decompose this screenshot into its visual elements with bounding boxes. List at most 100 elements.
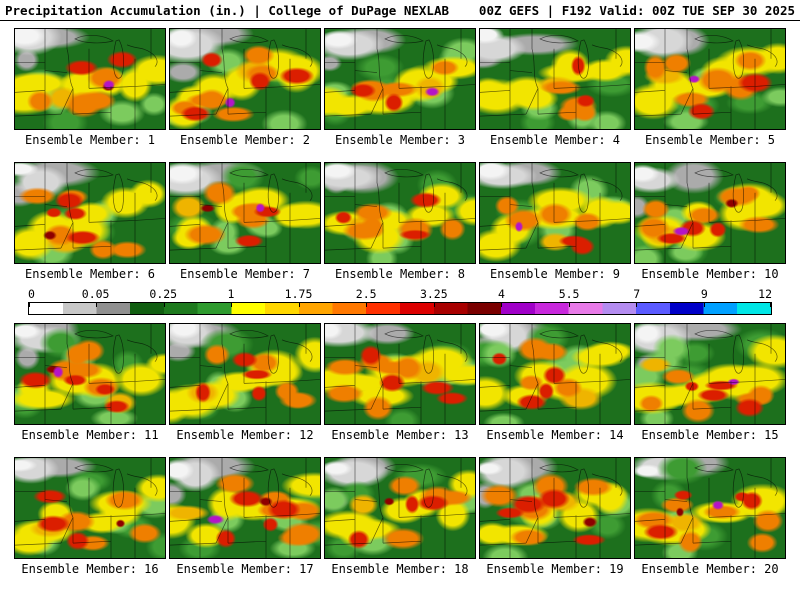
precip-map (634, 457, 786, 559)
state-outlines (635, 163, 785, 263)
colorbar-tick: 12 (758, 287, 772, 301)
colorbar-tick: 1 (227, 287, 235, 301)
precip-map (169, 457, 321, 559)
ensemble-label: Ensemble Member: 16 (21, 562, 159, 576)
state-outlines (15, 458, 165, 558)
colorbar-tick: 4 (497, 287, 505, 301)
ensemble-label: Ensemble Member: 19 (486, 562, 624, 576)
state-outlines (480, 29, 630, 129)
state-outlines (480, 458, 630, 558)
colorbar-gradient (28, 302, 772, 315)
ensemble-label: Ensemble Member: 11 (21, 428, 159, 442)
ensemble-label: Ensemble Member: 1 (24, 133, 156, 147)
ensemble-label: Ensemble Member: 8 (334, 267, 466, 281)
ensemble-panel: Ensemble Member: 18 (324, 457, 476, 576)
state-outlines (480, 324, 630, 424)
precip-map (634, 323, 786, 425)
ensemble-panel: Ensemble Member: 8 (324, 162, 476, 281)
colorbar-tick: 9 (700, 287, 708, 301)
ensemble-label: Ensemble Member: 9 (489, 267, 621, 281)
ensemble-panel: Ensemble Member: 10 (634, 162, 786, 281)
run-valid-time: 00Z GEFS | F192 Valid: 00Z TUE SEP 30 20… (478, 2, 795, 18)
state-outlines (15, 324, 165, 424)
ensemble-panel: Ensemble Member: 6 (14, 162, 166, 281)
colorbar-tickmark (298, 303, 300, 307)
colorbar-tickmark (568, 303, 570, 307)
colorbar-tickmark (29, 303, 30, 307)
colorbar-tick: 7 (633, 287, 641, 301)
ensemble-panel: Ensemble Member: 1 (14, 28, 166, 147)
state-outlines (480, 163, 630, 263)
ensemble-panel: Ensemble Member: 15 (634, 323, 786, 442)
ensemble-label: Ensemble Member: 6 (24, 267, 156, 281)
ensemble-panel: Ensemble Member: 3 (324, 28, 476, 147)
state-outlines (170, 458, 320, 558)
colorbar-tick: 3.25 (419, 287, 448, 301)
ensemble-label: Ensemble Member: 5 (644, 133, 776, 147)
state-outlines (170, 324, 320, 424)
precip-map (479, 323, 631, 425)
colorbar-tick: 0 (28, 287, 35, 301)
ensemble-label: Ensemble Member: 2 (179, 133, 311, 147)
precip-map (169, 323, 321, 425)
precip-map (14, 323, 166, 425)
ensemble-label: Ensemble Member: 7 (179, 267, 311, 281)
ensemble-row-3: Ensemble Member: 11 Ensemble Member: 12 En… (0, 323, 800, 442)
colorbar-tick: 2.5 (355, 287, 377, 301)
precip-map (634, 28, 786, 130)
ensemble-panel: Ensemble Member: 4 (479, 28, 631, 147)
ensemble-panel: Ensemble Member: 19 (479, 457, 631, 576)
ensemble-row-4: Ensemble Member: 16 Ensemble Member: 17 En… (0, 457, 800, 576)
state-outlines (15, 29, 165, 129)
precip-map (324, 457, 476, 559)
colorbar-tickmark (636, 303, 638, 307)
precip-map (14, 162, 166, 264)
precip-map (14, 28, 166, 130)
ensemble-panel: Ensemble Member: 17 (169, 457, 321, 576)
ensemble-label: Ensemble Member: 14 (486, 428, 624, 442)
precip-map (479, 457, 631, 559)
precip-map (479, 162, 631, 264)
precip-map (169, 162, 321, 264)
ensemble-row-2: Ensemble Member: 6 Ensemble Member: 7 Ense… (0, 162, 800, 281)
ensemble-label: Ensemble Member: 15 (641, 428, 779, 442)
state-outlines (325, 458, 475, 558)
state-outlines (325, 29, 475, 129)
colorbar-tickmark (501, 303, 503, 307)
ensemble-label: Ensemble Member: 4 (489, 133, 621, 147)
ensemble-panel: Ensemble Member: 2 (169, 28, 321, 147)
header-bar: Precipitation Accumulation (in.) | Colle… (0, 0, 800, 21)
ensemble-panel: Ensemble Member: 7 (169, 162, 321, 281)
ensemble-label: Ensemble Member: 20 (641, 562, 779, 576)
ensemble-label: Ensemble Member: 18 (331, 562, 469, 576)
ensemble-label: Ensemble Member: 13 (331, 428, 469, 442)
state-outlines (170, 163, 320, 263)
colorbar-tickmark (433, 303, 435, 307)
ensemble-label: Ensemble Member: 12 (176, 428, 314, 442)
ensemble-label: Ensemble Member: 17 (176, 562, 314, 576)
state-outlines (325, 324, 475, 424)
state-outlines (635, 324, 785, 424)
ensemble-row-1: Ensemble Member: 1 Ensemble Member: 2 Ense… (0, 28, 800, 147)
colorbar: 0 0.05 0.25 1 1.75 2.5 3.25 4 5.5 7 9 12 (28, 288, 772, 315)
colorbar-tick: 0.25 (149, 287, 178, 301)
colorbar-tickmark (770, 303, 771, 307)
state-outlines (325, 163, 475, 263)
ensemble-label: Ensemble Member: 10 (641, 267, 779, 281)
state-outlines (635, 458, 785, 558)
ensemble-panel: Ensemble Member: 14 (479, 323, 631, 442)
ensemble-label: Ensemble Member: 3 (334, 133, 466, 147)
colorbar-tickmark (366, 303, 368, 307)
colorbar-tick: 5.5 (558, 287, 580, 301)
ensemble-panel: Ensemble Member: 20 (634, 457, 786, 576)
product-title: Precipitation Accumulation (in.) | Colle… (5, 2, 450, 18)
ensemble-panel: Ensemble Member: 5 (634, 28, 786, 147)
colorbar-tickmark (703, 303, 705, 307)
colorbar-tick: 0.05 (81, 287, 110, 301)
colorbar-tick: 1.75 (284, 287, 313, 301)
precip-map (324, 28, 476, 130)
precip-map (479, 28, 631, 130)
colorbar-tick-labels: 0 0.05 0.25 1 1.75 2.5 3.25 4 5.5 7 9 12 (28, 288, 772, 302)
state-outlines (15, 163, 165, 263)
precip-map (324, 162, 476, 264)
